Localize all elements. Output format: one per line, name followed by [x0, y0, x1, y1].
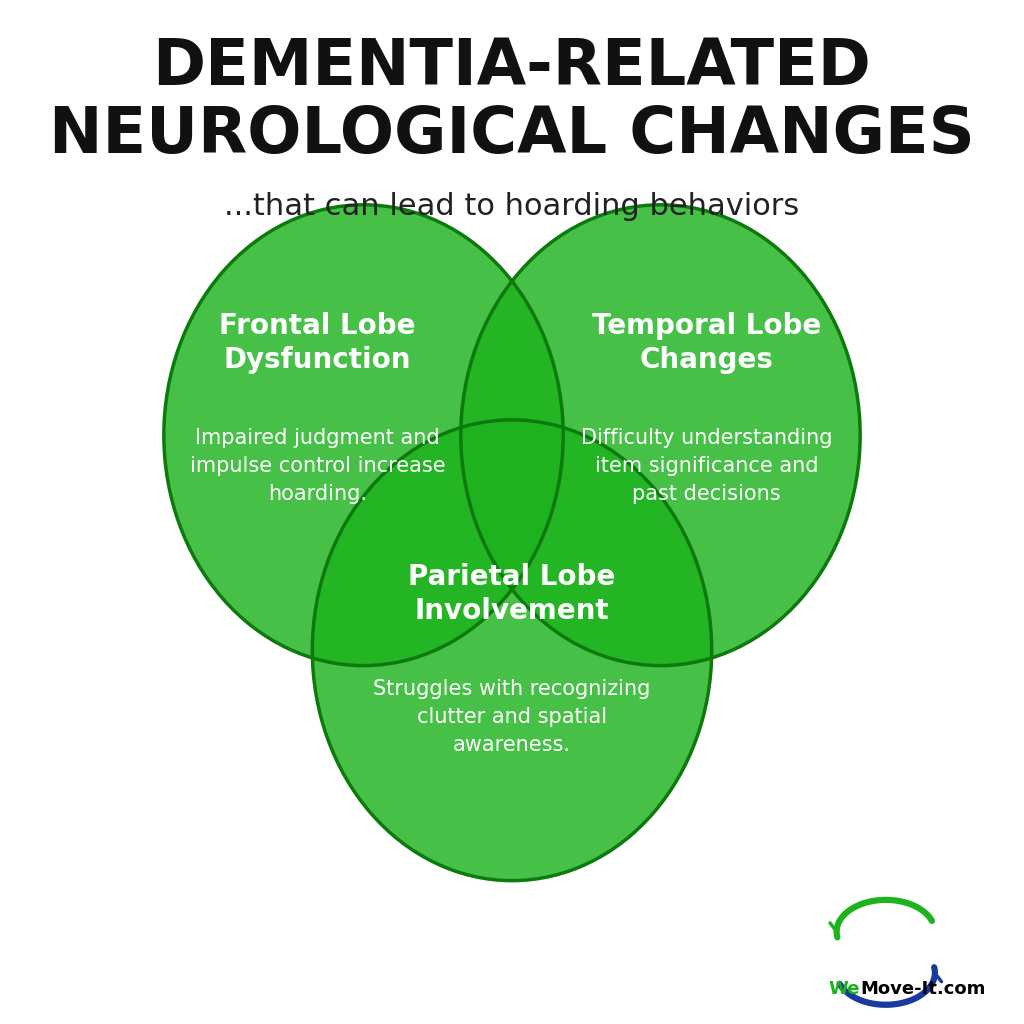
Ellipse shape [164, 205, 563, 666]
Text: Frontal Lobe
Dysfunction: Frontal Lobe Dysfunction [219, 311, 416, 375]
Text: Difficulty understanding
item significance and
past decisions: Difficulty understanding item significan… [581, 428, 833, 504]
Text: Struggles with recognizing
clutter and spatial
awareness.: Struggles with recognizing clutter and s… [374, 679, 650, 755]
Text: NEUROLOGICAL CHANGES: NEUROLOGICAL CHANGES [49, 104, 975, 166]
Text: Temporal Lobe
Changes: Temporal Lobe Changes [592, 311, 821, 375]
Ellipse shape [312, 420, 712, 881]
Text: We: We [828, 980, 860, 998]
Text: Parietal Lobe
Involvement: Parietal Lobe Involvement [409, 562, 615, 626]
Text: Impaired judgment and
impulse control increase
hoarding.: Impaired judgment and impulse control in… [189, 428, 445, 504]
Text: DEMENTIA-RELATED: DEMENTIA-RELATED [153, 36, 871, 97]
Text: ...that can lead to hoarding behaviors: ...that can lead to hoarding behaviors [224, 193, 800, 221]
Ellipse shape [461, 205, 860, 666]
Text: Move-It.com: Move-It.com [860, 980, 985, 998]
